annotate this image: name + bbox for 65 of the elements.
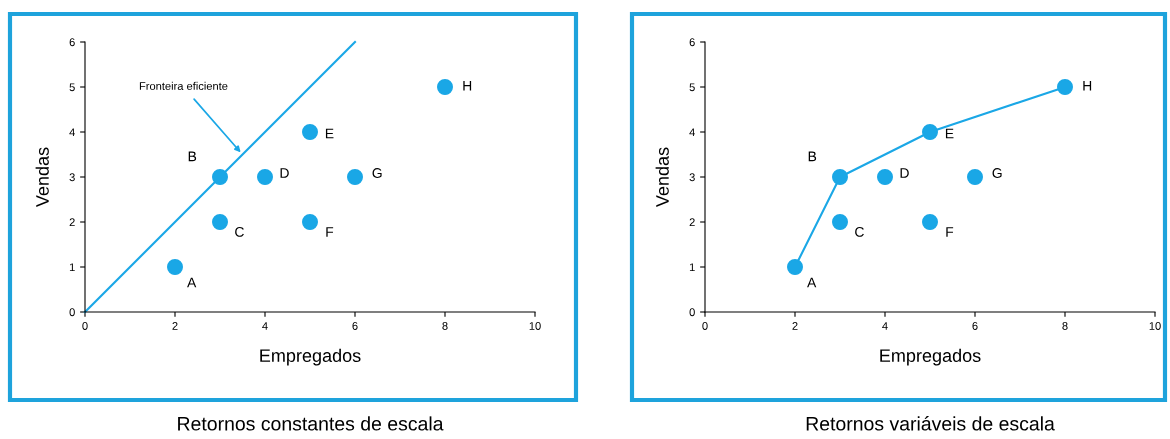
x-tick-label: 8 [442, 322, 448, 330]
y-tick-label: 3 [69, 173, 75, 182]
point [832, 169, 848, 185]
y-tick-label: 6 [69, 38, 75, 47]
data-label: G [372, 168, 382, 178]
annotation: Fronteira eficiente [139, 81, 228, 90]
data-label: A [187, 277, 197, 288]
point [967, 169, 983, 185]
x-tick-label: 10 [1149, 322, 1161, 330]
x-tick-label: 0 [82, 322, 88, 330]
y-axis-title: Vendas [35, 147, 49, 208]
point [212, 169, 228, 185]
data-label: A [807, 277, 817, 288]
y-tick-label: 6 [689, 38, 695, 47]
y-tick-label: 0 [689, 308, 695, 317]
data-label: F [326, 227, 334, 237]
text: Retornos constantes de escala [178, 416, 444, 431]
x-tick-label: 6 [352, 322, 358, 330]
x-tick-label: 10 [529, 322, 541, 330]
point [922, 214, 938, 230]
point [1057, 79, 1073, 95]
data-label: H [463, 81, 472, 91]
x-tick-label: 2 [172, 322, 178, 330]
y-tick-label: 5 [69, 83, 75, 92]
data-label: E [325, 128, 334, 139]
data-label: F [946, 227, 954, 237]
y-axis-title: Vendas [655, 147, 669, 208]
text: Retornos variáveis de escala [806, 416, 1055, 431]
point [437, 79, 453, 95]
data-label: C [235, 227, 244, 237]
point [347, 169, 363, 185]
y-tick-label: 4 [689, 128, 695, 137]
point [302, 214, 318, 230]
x-tick-label: 4 [882, 322, 888, 330]
x-tick-label: 8 [1062, 322, 1068, 330]
y-tick-label: 2 [69, 218, 75, 227]
data-label: D [900, 168, 909, 178]
data-label: D [280, 168, 289, 178]
data-label: C [855, 227, 864, 237]
y-tick-label: 1 [69, 263, 75, 272]
data-label: G [992, 168, 1002, 178]
y-tick-label: 0 [69, 308, 75, 317]
data-label: B [188, 151, 197, 162]
data-label: B [808, 151, 817, 162]
point [212, 214, 228, 230]
point [302, 124, 318, 140]
y-tick-label: 5 [689, 83, 695, 92]
y-tick-label: 2 [689, 218, 695, 227]
y-tick-label: 4 [69, 128, 75, 137]
x-tick-label: 2 [792, 322, 798, 330]
point [877, 169, 893, 185]
data-label: E [945, 128, 954, 139]
point [787, 259, 803, 275]
y-tick-label: 1 [689, 263, 695, 272]
point [257, 169, 273, 185]
x-axis-title: Empregados [880, 348, 981, 366]
data-label: H [1083, 81, 1092, 91]
x-axis-title: Empregados [260, 348, 361, 366]
point [832, 214, 848, 230]
y-tick-label: 3 [689, 173, 695, 182]
x-tick-label: 4 [262, 322, 268, 330]
point [167, 259, 183, 275]
x-tick-label: 6 [972, 322, 978, 330]
point [922, 124, 938, 140]
x-tick-label: 0 [702, 322, 708, 330]
